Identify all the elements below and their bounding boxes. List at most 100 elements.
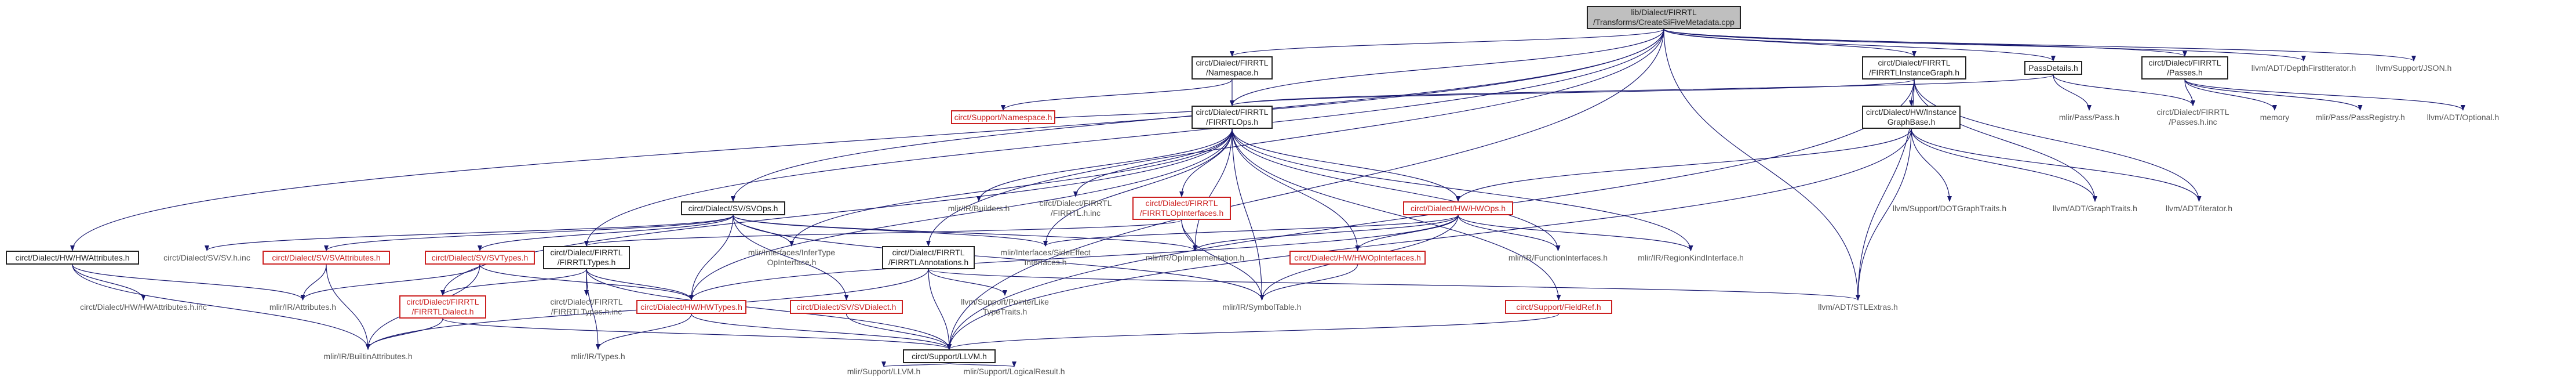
node-label-line: circt/Dialect/HW/HWTypes.h	[640, 302, 742, 312]
edge-firrtlops-to-hwopinterfaces	[1231, 128, 1360, 251]
edge-hwops-to-hwopinterfaces	[1355, 215, 1459, 251]
graph-node-svtypes[interactable]: circt/Dialect/SV/SVTypes.h	[425, 251, 535, 265]
edge-svops-to-svattrs	[324, 215, 734, 251]
edge-annotations-to-llvmh	[928, 269, 952, 350]
graph-node-pointerlike: llvm/Support/PointerLike TypeTraits.h	[953, 295, 1057, 319]
graph-node-logicalresult: mlir/Support/LogicalResult.h	[956, 367, 1072, 376]
edge-instgraph-to-iterator	[1914, 79, 2202, 202]
graph-node-irbuilders: mlir/IR/Builders.h	[938, 201, 1019, 215]
node-label-line: circt/Dialect/HW/HWOpInterfaces.h	[1294, 252, 1421, 262]
node-label-line: circt/Dialect/FIRRTL	[1878, 58, 1951, 67]
node-label-line: circt/Dialect/FIRRTL	[2148, 58, 2221, 67]
node-label-line: circt/Dialect/HW/Instance	[1865, 107, 1957, 117]
graph-node-svdialect[interactable]: circt/Dialect/SV/SVDialect.h	[790, 300, 903, 314]
node-label-line: llvm/ADT/DepthFirstIterator.h	[2251, 63, 2356, 73]
edge-passes-to-passregistry	[2184, 79, 2363, 111]
edge-root-to-namespace	[1230, 28, 1664, 57]
graph-node-root[interactable]: lib/Dialect/FIRRTL/Transforms/CreateSiFi…	[1587, 6, 1741, 29]
graph-node-dotgraph: llvm/Support/DOTGraphTraits.h	[1889, 201, 2010, 215]
graph-node-memory: memory	[2254, 110, 2295, 124]
node-label-line: Interfaces.h	[1024, 258, 1067, 267]
node-label-line: mlir/Pass/Pass.h	[2058, 112, 2120, 122]
edge-hwtypes-to-irtypes	[596, 313, 692, 350]
graph-node-annotations[interactable]: circt/Dialect/FIRRTL/FIRRTLAnnotations.h	[882, 246, 975, 269]
node-label-line: circt/Dialect/FIRRTL	[1145, 198, 1218, 208]
node-label-line: /Namespace.h	[1205, 68, 1259, 77]
graph-node-hwattrsinc: circt/Dialect/HW/HWAttributes.h.inc	[70, 300, 217, 314]
graph-node-hwtypes[interactable]: circt/Dialect/HW/HWTypes.h	[636, 300, 746, 314]
node-label-line: /Passes.h.inc	[2169, 117, 2217, 126]
edge-firrtlops-to-fieldref	[1231, 128, 1561, 301]
graph-node-sideeffect: mlir/Interfaces/SideEffect Interfaces.h	[990, 246, 1101, 269]
edge-igbase-to-iterator	[1911, 128, 2202, 202]
node-label-line: circt/Dialect/FIRRTL	[550, 248, 623, 257]
graph-node-iterator: llvm/ADT/iterator.h	[2157, 201, 2241, 215]
graph-node-hwops[interactable]: circt/Dialect/HW/HWOps.h	[1403, 201, 1513, 215]
edge-svops-to-sideeffect	[733, 215, 1048, 247]
edge-passdetails-to-mlirpass	[2053, 74, 2092, 111]
node-label-line: circt/Dialect/SV/SVDialect.h	[796, 302, 897, 312]
node-label-line: /FIRRTLAnnotations.h	[888, 258, 969, 267]
edge-root-to-depthfirst	[1663, 28, 2306, 62]
node-label-line: TypeTraits.h	[982, 307, 1028, 316]
edge-root-to-stlextras	[1663, 28, 1860, 301]
node-label-line: PassDetails.h	[2028, 63, 2078, 73]
graph-node-firrtltypesinc: circt/Dialect/FIRRTL/FIRRTLTypes.h.inc	[543, 295, 630, 319]
graph-node-firrtldialect[interactable]: circt/Dialect/FIRRTL/FIRRTLDialect.h	[399, 295, 486, 319]
node-label-line: circt/Dialect/SV/SVOps.h	[688, 203, 778, 213]
graph-node-json: llvm/Support/JSON.h	[2373, 61, 2454, 75]
graph-node-regionkind: mlir/IR/RegionKindInterface.h	[1631, 251, 1750, 265]
edge-passes-to-memory	[2184, 79, 2277, 111]
graph-node-firrtlhinc: circt/Dialect/FIRRTL/FIRRTL.h.inc	[1032, 197, 1119, 220]
node-label-line: GraphBase.h	[1887, 117, 1936, 126]
node-label-line: llvm/ADT/STLExtras.h	[1818, 302, 1898, 312]
graph-node-llvmh[interactable]: circt/Support/LLVM.h	[903, 349, 996, 363]
node-label-line: circt/Support/LLVM.h	[912, 351, 987, 361]
graph-node-igbase[interactable]: circt/Dialect/HW/Instance GraphBase.h	[1862, 106, 1961, 129]
edge-firrtlops-to-opimpl	[1193, 128, 1233, 251]
graph-node-builtinattrs: mlir/IR/BuiltinAttributes.h	[310, 349, 426, 363]
node-label-line: /FIRRTL.h.inc	[1050, 208, 1101, 218]
graph-node-instgraph[interactable]: circt/Dialect/FIRRTL/FIRRTLInstanceGraph…	[1862, 56, 1966, 79]
node-label-line: mlir/Support/LLVM.h	[847, 366, 921, 376]
node-label-line: circt/Dialect/HW/HWOps.h	[1410, 203, 1506, 213]
edge-igbase-to-stlextras	[1856, 128, 1912, 301]
node-label-line: mlir/IR/BuiltinAttributes.h	[323, 351, 413, 361]
edge-namespace-to-supnamespace	[1001, 79, 1233, 111]
edge-hwops-to-regionkind	[1458, 215, 1693, 251]
graph-node-opinterfaces[interactable]: circt/Dialect/FIRRTL/FIRRTLOpInterfaces.…	[1132, 197, 1231, 220]
graph-node-svops[interactable]: circt/Dialect/SV/SVOps.h	[681, 201, 785, 215]
node-label-line: circt/Dialect/SV/SV.h.inc	[163, 252, 250, 262]
node-label-line: lib/Dialect/FIRRTL	[1631, 8, 1697, 17]
edge-fieldref-to-llvmh	[947, 313, 1560, 350]
graph-node-hwopinterfaces[interactable]: circt/Dialect/HW/HWOpInterfaces.h	[1289, 251, 1426, 265]
edge-firrtldialect-to-builtinattrs	[366, 318, 443, 350]
edge-hwattrs-to-irattrs	[72, 264, 305, 301]
edge-svdialect-to-llvmh	[846, 313, 952, 350]
graph-node-symboltable: mlir/IR/SymbolTable.h	[1214, 300, 1310, 314]
edge-svops-to-symboltable	[733, 215, 1265, 301]
node-label-line: circt/Dialect/FIRRTL	[406, 297, 479, 306]
edge-hwtypes-to-llvmh	[691, 313, 952, 350]
edge-svops-to-svdialect	[733, 215, 849, 301]
node-label-line: mlir/IR/SymbolTable.h	[1222, 302, 1302, 312]
graph-node-svattrs[interactable]: circt/Dialect/SV/SVAttributes.h	[263, 251, 390, 265]
edge-hwops-to-funcinterfaces	[1458, 215, 1561, 251]
node-label-line: circt/Dialect/HW/HWAttributes.h	[15, 252, 130, 262]
node-label-line: llvm/Support/JSON.h	[2375, 63, 2452, 73]
graph-node-namespace[interactable]: circt/Dialect/FIRRTL/Namespace.h	[1192, 56, 1273, 79]
graph-node-fieldref[interactable]: circt/Support/FieldRef.h	[1505, 300, 1612, 314]
edge-llvmh-to-mlirllvm	[881, 361, 950, 367]
graph-node-firrtltypes[interactable]: circt/Dialect/FIRRTL/FIRRTLTypes.h	[543, 246, 630, 269]
edge-firrtlops-to-symboltable	[1231, 128, 1265, 301]
graph-node-hwattrs[interactable]: circt/Dialect/HW/HWAttributes.h	[6, 251, 139, 265]
graph-node-firrtlops[interactable]: circt/Dialect/FIRRTL/FIRRTLOps.h	[1192, 106, 1273, 129]
edge-svattrs-to-builtinattrs	[326, 264, 370, 350]
edge-hwops-to-opimpl	[1193, 215, 1459, 251]
graph-node-passes[interactable]: circt/Dialect/FIRRTL/Passes.h	[2141, 56, 2228, 79]
edge-firrtltypes-to-irtypes	[586, 269, 600, 350]
graph-node-supnamespace[interactable]: circt/Support/Namespace.h	[951, 110, 1055, 124]
graph-node-passdetails[interactable]: PassDetails.h	[2024, 61, 2082, 75]
